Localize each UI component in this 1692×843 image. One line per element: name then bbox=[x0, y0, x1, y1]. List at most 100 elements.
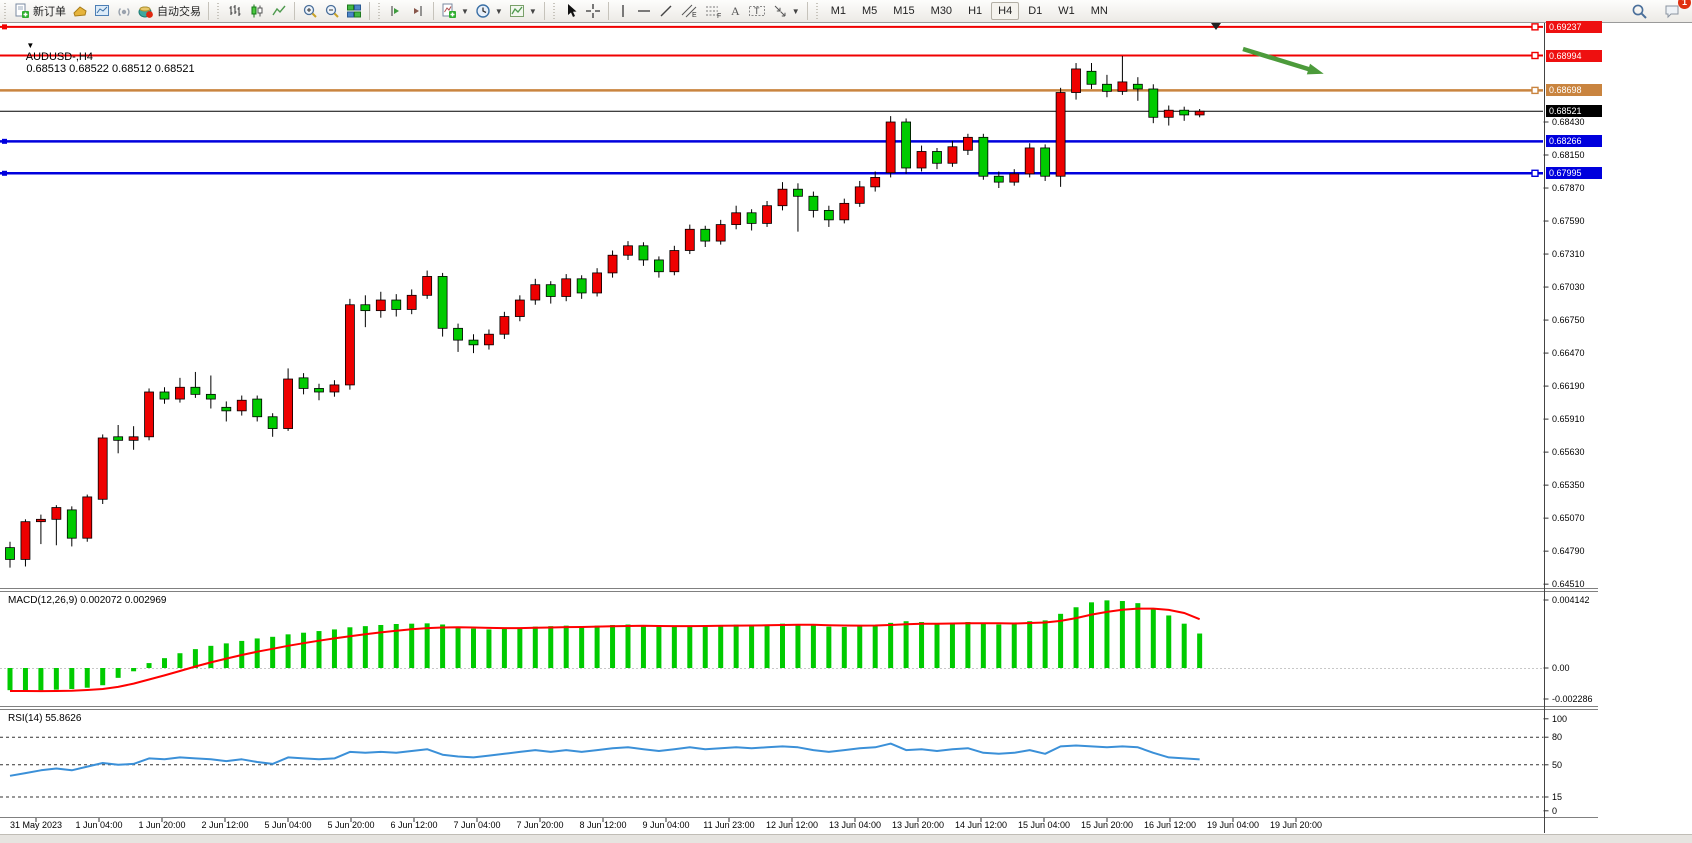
macd-histogram-bar bbox=[826, 626, 832, 668]
hline-handle[interactable] bbox=[2, 138, 7, 144]
candle bbox=[854, 186, 865, 204]
hline-handle[interactable] bbox=[1531, 23, 1539, 31]
macd-histogram-bar bbox=[208, 645, 214, 668]
bar-chart-button[interactable] bbox=[224, 1, 246, 21]
candle bbox=[901, 121, 911, 169]
candlestick-icon bbox=[251, 4, 263, 18]
horizontal-line-button[interactable] bbox=[633, 1, 655, 21]
macd-histogram-bar bbox=[316, 631, 322, 668]
macd-histogram-bar bbox=[84, 668, 90, 688]
candle bbox=[128, 436, 139, 441]
trend-arrow[interactable] bbox=[1242, 46, 1313, 73]
chart-window-icon bbox=[95, 5, 109, 16]
macd-histogram-bar bbox=[640, 625, 646, 668]
fibonacci-button[interactable]: F bbox=[701, 1, 725, 21]
candle bbox=[669, 250, 680, 273]
timeframe-button-d1[interactable]: D1 bbox=[1028, 5, 1043, 17]
candle bbox=[1148, 88, 1159, 118]
candle bbox=[592, 272, 602, 294]
price-tick-label: 0.65070 bbox=[1552, 513, 1585, 524]
trendline-button[interactable] bbox=[655, 1, 677, 21]
text-button[interactable]: A bbox=[725, 1, 745, 21]
text-label-button[interactable]: T bbox=[745, 1, 769, 21]
timeframe-button-h1[interactable]: H1 bbox=[968, 5, 983, 17]
timeframe-button-m5[interactable]: M5 bbox=[861, 5, 878, 17]
equidistant-channel-button[interactable]: E bbox=[677, 1, 701, 21]
hline-handle[interactable] bbox=[2, 170, 7, 176]
indicators-button[interactable]: ▼ bbox=[438, 1, 472, 21]
candle bbox=[205, 393, 216, 400]
hline-handle[interactable] bbox=[2, 24, 7, 30]
candlestick-button[interactable] bbox=[246, 1, 268, 21]
zoom-out-button[interactable] bbox=[321, 1, 343, 21]
timeframe-button-mn[interactable]: MN bbox=[1090, 5, 1108, 17]
chart-shift-button[interactable] bbox=[407, 1, 429, 21]
new-order-button[interactable]: 新订单 bbox=[11, 1, 69, 21]
timeframe-button-m30[interactable]: M30 bbox=[930, 5, 953, 17]
toolbar-grip[interactable] bbox=[551, 3, 557, 19]
trend-arrow-head[interactable] bbox=[1306, 63, 1324, 75]
candle bbox=[576, 278, 587, 294]
macd-histogram-bar bbox=[780, 623, 785, 668]
candle bbox=[638, 245, 649, 261]
timeframe-group: M1 M5 M15 M30 H1 H4 D1 W1 MN bbox=[823, 2, 1116, 20]
timeframe-button-h4[interactable]: H4 bbox=[991, 2, 1020, 20]
autotrade-button[interactable]: 自动交易 bbox=[135, 1, 204, 21]
zoom-in-button[interactable] bbox=[299, 1, 321, 21]
toolbar-grip[interactable] bbox=[377, 3, 382, 19]
macd-histogram-bar bbox=[1150, 608, 1156, 668]
vertical-line-button[interactable] bbox=[613, 1, 633, 21]
candle bbox=[746, 212, 757, 224]
candle bbox=[607, 254, 618, 274]
line-chart-button[interactable] bbox=[268, 1, 290, 21]
macd-histogram-bar bbox=[1089, 602, 1094, 668]
macd-histogram-bar bbox=[1042, 620, 1048, 668]
chart-window-button[interactable] bbox=[91, 1, 113, 21]
symbol-dropdown-icon[interactable]: ▼ bbox=[26, 41, 35, 50]
tile-windows-icon bbox=[347, 4, 361, 18]
toolbar-grip[interactable] bbox=[216, 3, 221, 19]
cursor-button[interactable] bbox=[560, 1, 582, 21]
macd-histogram-bar bbox=[610, 624, 616, 668]
notification-badge: 1 bbox=[1678, 0, 1691, 9]
timeframe-button-w1[interactable]: W1 bbox=[1058, 5, 1075, 17]
time-marker-icon[interactable] bbox=[1211, 23, 1221, 30]
timeframe-button-m15[interactable]: M15 bbox=[893, 5, 915, 17]
macd-histogram-bar bbox=[872, 625, 878, 668]
toolbar-grip[interactable] bbox=[814, 3, 820, 19]
time-label: 9 Jun 04:00 bbox=[642, 820, 690, 830]
macd-histogram-bar bbox=[254, 638, 260, 668]
macd-histogram-bar bbox=[1166, 615, 1172, 668]
scroll-to-end-button[interactable] bbox=[385, 1, 407, 21]
new-order-icon bbox=[15, 3, 29, 18]
timeframe-button-m1[interactable]: M1 bbox=[830, 5, 846, 17]
market-depth-button[interactable] bbox=[69, 1, 91, 21]
candle bbox=[654, 259, 664, 273]
rsi-axis-label: 100 bbox=[1552, 713, 1568, 724]
candle bbox=[1086, 70, 1097, 85]
templates-button[interactable]: ▼ bbox=[506, 1, 540, 21]
macd-histogram-bar bbox=[764, 624, 770, 668]
price-tick-label: 0.66470 bbox=[1552, 348, 1585, 359]
candle bbox=[190, 386, 201, 395]
indicators-icon bbox=[442, 3, 456, 18]
hline-handle[interactable] bbox=[1531, 169, 1539, 177]
signal-icon bbox=[118, 8, 130, 16]
hline-handle[interactable] bbox=[1531, 86, 1539, 95]
tile-windows-button[interactable] bbox=[343, 1, 365, 21]
candle bbox=[808, 195, 819, 211]
toolbar-grip[interactable] bbox=[3, 3, 8, 19]
search-button[interactable] bbox=[1628, 1, 1651, 22]
notifications-button[interactable]: 1 bbox=[1661, 0, 1691, 21]
candle bbox=[175, 386, 185, 400]
arrows-tool-button[interactable]: ▼ bbox=[769, 1, 803, 21]
signal-button[interactable] bbox=[113, 1, 135, 21]
line-chart-icon bbox=[272, 5, 286, 16]
time-label: 31 May 2023 bbox=[9, 820, 63, 830]
macd-histogram-bar bbox=[996, 624, 1002, 668]
periods-button[interactable]: ▼ bbox=[472, 1, 506, 21]
chart-shift-icon bbox=[414, 6, 422, 16]
hline-handle[interactable] bbox=[1531, 51, 1539, 60]
crosshair-button[interactable] bbox=[582, 1, 604, 21]
